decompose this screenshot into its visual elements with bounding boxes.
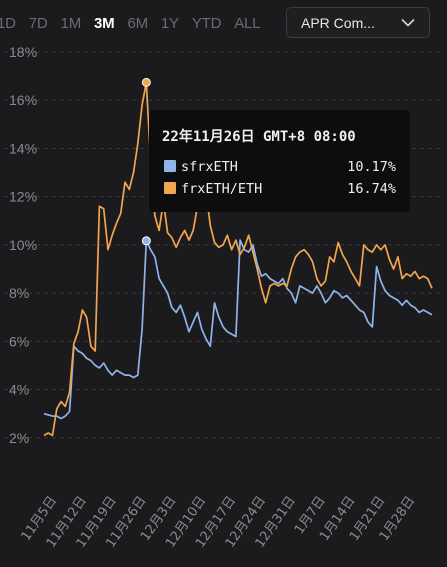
- tooltip-series-name: sfrxETH: [181, 159, 238, 175]
- y-tick-label: 16%: [9, 92, 37, 108]
- tooltip-series-value: 16.74%: [347, 181, 396, 197]
- y-tick-label: 12%: [9, 189, 37, 205]
- range-tab-1d[interactable]: 1D: [0, 14, 16, 32]
- chevron-down-icon: [401, 18, 415, 26]
- tooltip-row-frxeth: frxETH/ETH 16.74%: [164, 181, 396, 197]
- range-tab-all[interactable]: ALL: [234, 14, 261, 32]
- legend-swatch-frxeth: [164, 182, 176, 194]
- x-axis-labels: 11月5日11月12日11月19日11月26日12月3日12月10日12月17日…: [19, 494, 419, 551]
- series-line-sfrxeth: [43, 239, 433, 420]
- tooltip-row-sfrxeth: sfrxETH 10.17%: [164, 159, 396, 175]
- legend-swatch-sfrxeth: [164, 160, 176, 172]
- y-tick-label: 2%: [9, 430, 29, 446]
- tooltip-series-name: frxETH/ETH: [181, 181, 263, 197]
- hover-markers: [141, 77, 151, 246]
- y-tick-label: 14%: [9, 140, 37, 156]
- tooltip-series-value: 10.17%: [347, 159, 396, 175]
- series-dropdown-label: APR Com...: [301, 14, 375, 31]
- series-line-frxeth-eth: [43, 81, 433, 437]
- y-tick-label: 8%: [9, 285, 29, 301]
- series-dropdown[interactable]: APR Com...: [286, 7, 430, 38]
- range-tab-7d[interactable]: 7D: [28, 14, 48, 32]
- chart-series: [43, 81, 433, 437]
- y-tick-label: 4%: [9, 382, 29, 398]
- tooltip-timestamp: 22年11月26日 GMT+8 08:00: [162, 129, 356, 145]
- time-range-tabs: 1D 7D 1M 3M 6M 1Y YTD ALL: [0, 10, 273, 36]
- hover-point-marker: [141, 236, 151, 246]
- range-tab-3m[interactable]: 3M: [94, 14, 115, 32]
- range-tab-1m[interactable]: 1M: [60, 14, 82, 32]
- range-tab-1y[interactable]: 1Y: [160, 14, 179, 32]
- y-tick-label: 18%: [9, 44, 37, 60]
- hover-point-marker: [141, 77, 151, 87]
- range-tab-6m[interactable]: 6M: [127, 14, 148, 32]
- range-tab-ytd[interactable]: YTD: [191, 14, 222, 32]
- hover-tooltip: 22年11月26日 GMT+8 08:00 sfrxETH 10.17% frx…: [149, 110, 410, 212]
- y-tick-label: 10%: [9, 237, 37, 253]
- y-axis-labels: 2% 4% 6% 8% 10% 12% 14% 16% 18%: [9, 44, 37, 446]
- y-tick-label: 6%: [9, 333, 29, 349]
